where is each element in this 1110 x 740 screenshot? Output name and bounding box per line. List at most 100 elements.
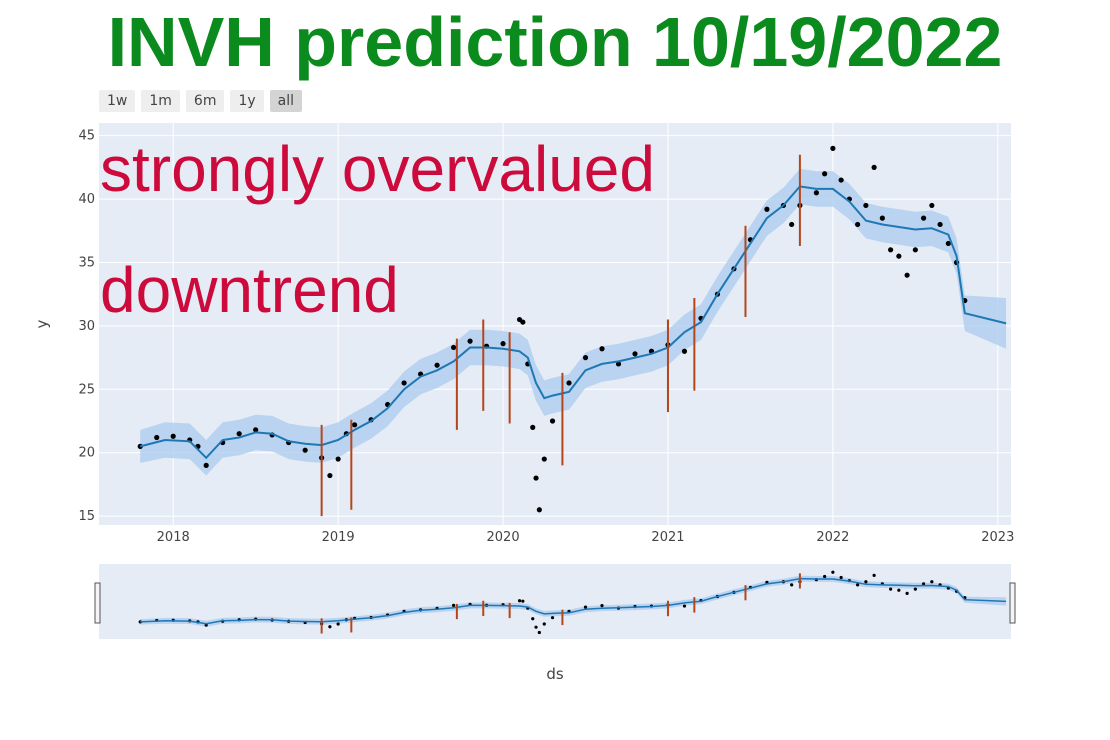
range-slider-point bbox=[451, 603, 456, 608]
actual-point bbox=[615, 361, 622, 367]
y-tick-labels: 15 20 25 30 35 40 45 bbox=[78, 129, 95, 524]
plot-area[interactable] bbox=[99, 123, 1011, 525]
y-tick-label: 15 bbox=[78, 509, 95, 524]
y-tick-label: 30 bbox=[78, 319, 95, 334]
actual-point bbox=[937, 221, 943, 228]
actual-point bbox=[154, 434, 160, 441]
actual-point bbox=[530, 424, 536, 430]
actual-point bbox=[912, 247, 918, 253]
y-axis-label: y bbox=[33, 319, 51, 328]
actual-point bbox=[838, 177, 844, 183]
actual-point bbox=[302, 447, 308, 453]
annotation-strongly-overvalued: strongly overvalued bbox=[100, 133, 655, 205]
actual-point bbox=[450, 344, 457, 351]
actual-point bbox=[533, 475, 539, 481]
range-slider-point bbox=[600, 604, 604, 608]
actual-point bbox=[582, 355, 589, 361]
changepoint-markers bbox=[320, 154, 801, 517]
actual-point bbox=[830, 145, 836, 151]
range-slider-point bbox=[905, 591, 909, 595]
range-slider-point bbox=[872, 573, 876, 577]
x-tick-label: 2019 bbox=[322, 530, 355, 545]
actual-point bbox=[632, 351, 638, 357]
range-slider-point bbox=[831, 570, 835, 574]
y-tick-label: 35 bbox=[78, 255, 95, 270]
actual-point bbox=[855, 221, 861, 228]
actual-point bbox=[863, 202, 869, 209]
range-slider-point bbox=[823, 574, 827, 579]
range-button-1m[interactable]: 1m bbox=[141, 90, 180, 112]
actual-point bbox=[170, 433, 176, 439]
actual-point bbox=[920, 215, 927, 221]
range-slider-point bbox=[790, 583, 794, 587]
actual-point bbox=[536, 507, 542, 513]
range-button-6m[interactable]: 6m bbox=[185, 90, 225, 112]
range-slider-left-handle[interactable] bbox=[94, 582, 101, 624]
range-selector: 1w 1m 6m 1y all bbox=[99, 90, 303, 112]
range-slider-point bbox=[521, 599, 525, 603]
forecast-line bbox=[139, 185, 1007, 460]
x-tick-labels: 2018 2019 2020 2021 2022 2023 bbox=[157, 530, 1015, 545]
actual-point bbox=[945, 240, 951, 247]
range-slider-point bbox=[897, 588, 901, 592]
actual-point bbox=[822, 171, 828, 177]
y-tick-label: 20 bbox=[78, 446, 95, 461]
actual-point bbox=[549, 418, 556, 424]
actual-point bbox=[871, 164, 877, 170]
range-slider-band bbox=[140, 575, 1007, 627]
range-slider-point bbox=[913, 587, 917, 591]
uncertainty-band bbox=[140, 168, 1007, 476]
x-tick-label: 2021 bbox=[651, 530, 684, 545]
x-tick-label: 2020 bbox=[487, 530, 520, 545]
y-tick-label: 25 bbox=[78, 382, 95, 397]
actual-point bbox=[327, 472, 333, 479]
actual-point bbox=[520, 319, 526, 325]
range-slider-point bbox=[550, 616, 555, 620]
range-slider-point bbox=[930, 580, 934, 584]
actual-point bbox=[764, 206, 770, 212]
actual-point bbox=[888, 247, 894, 253]
actual-point bbox=[541, 456, 547, 462]
range-slider-point bbox=[921, 582, 926, 586]
range-slider-right-handle[interactable] bbox=[1009, 582, 1016, 624]
actual-point bbox=[253, 427, 259, 433]
actual-point bbox=[904, 272, 910, 278]
x-axis-label: ds bbox=[546, 665, 564, 683]
range-slider-point bbox=[542, 622, 546, 626]
range-slider-point bbox=[537, 630, 541, 635]
actual-point bbox=[896, 253, 902, 259]
y-tick-label: 40 bbox=[78, 192, 95, 207]
x-tick-label: 2018 bbox=[157, 530, 190, 545]
chart-title: INVH prediction 10/19/2022 bbox=[107, 3, 1003, 81]
range-slider-point bbox=[583, 605, 588, 609]
range-slider[interactable] bbox=[99, 564, 1011, 639]
range-slider-point bbox=[864, 580, 868, 584]
actual-point bbox=[352, 422, 358, 428]
actual-point bbox=[789, 221, 795, 228]
actual-point bbox=[401, 380, 407, 386]
range-button-1w[interactable]: 1w bbox=[99, 90, 136, 112]
actual-point bbox=[236, 431, 242, 437]
actual-point bbox=[681, 348, 688, 354]
actual-point bbox=[813, 190, 819, 196]
actual-point bbox=[879, 215, 885, 221]
range-slider-point bbox=[839, 575, 843, 580]
actual-point bbox=[335, 456, 341, 462]
range-slider-point bbox=[682, 604, 687, 608]
x-tick-label: 2022 bbox=[816, 530, 849, 545]
actual-point bbox=[467, 338, 473, 344]
x-tick-label: 2023 bbox=[981, 530, 1014, 545]
y-tick-label: 45 bbox=[78, 129, 95, 144]
actual-point bbox=[500, 341, 506, 347]
actual-point bbox=[566, 380, 572, 386]
range-slider-point bbox=[531, 617, 535, 621]
range-slider-point bbox=[534, 625, 538, 629]
range-slider-point bbox=[328, 625, 332, 629]
actual-point bbox=[434, 362, 440, 368]
actual-point bbox=[599, 346, 605, 352]
range-slider-point bbox=[517, 599, 522, 603]
actual-point bbox=[929, 202, 935, 209]
range-button-1y[interactable]: 1y bbox=[230, 90, 264, 112]
range-button-all[interactable]: all bbox=[269, 90, 303, 112]
